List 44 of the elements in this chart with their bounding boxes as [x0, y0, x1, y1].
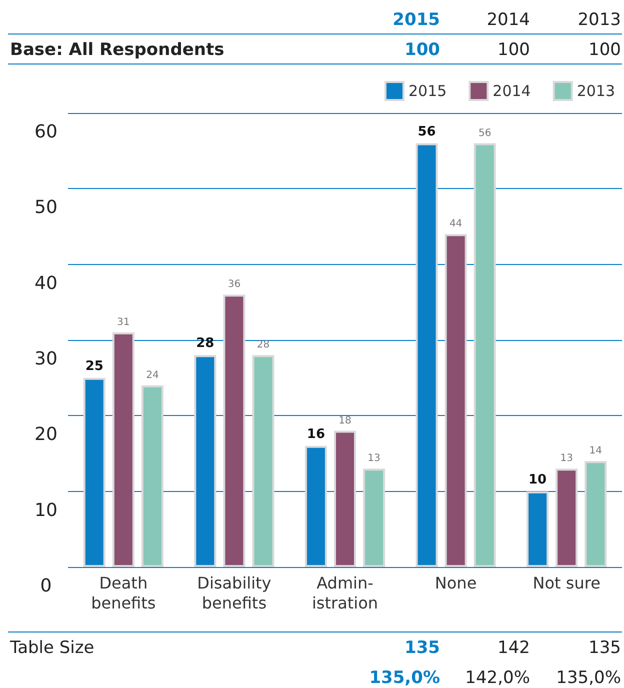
y-tick-label: 60 — [34, 122, 58, 142]
data-label: 18 — [338, 415, 352, 426]
text: Table Size — [9, 638, 94, 658]
x-tick-label: None — [434, 574, 477, 592]
text: Base: All Respondents — [10, 40, 224, 60]
x-tick-label: Admin- istration — [312, 574, 378, 612]
text: 142,0% — [465, 668, 530, 688]
legend-label: 2015 — [408, 82, 447, 100]
data-label: 10 — [528, 472, 547, 488]
data-label: 28 — [256, 340, 270, 351]
data-label: 36 — [228, 279, 241, 290]
text: 135,0% — [369, 668, 440, 688]
y-tick-label: 50 — [34, 197, 58, 218]
data-label: 31 — [117, 316, 130, 328]
text: 100 — [588, 40, 621, 60]
text: 2013 — [578, 10, 621, 30]
legend-label: 2014 — [492, 82, 531, 100]
legend-label: 2013 — [576, 82, 616, 100]
data-label: 13 — [368, 453, 380, 464]
data-label: 44 — [449, 218, 462, 230]
y-tick-label: 30 — [34, 348, 58, 370]
text: 135 — [588, 638, 621, 658]
data-label: 56 — [478, 128, 492, 139]
text: 135,0% — [556, 668, 621, 688]
data-label: 14 — [589, 446, 602, 457]
data-label: 28 — [196, 336, 214, 352]
data-label: 56 — [418, 124, 436, 140]
x-tick-label: Disability benefits — [197, 574, 272, 612]
y-tick-label: 20 — [34, 424, 58, 446]
text: 135 — [404, 638, 440, 658]
data-label: 16 — [306, 426, 326, 442]
text: 2014 — [486, 10, 530, 30]
y-tick-label: 10 — [34, 500, 58, 521]
y-tick-label: 40 — [34, 272, 58, 294]
x-tick-label: Death benefits — [91, 574, 156, 612]
data-label: 13 — [560, 453, 573, 464]
text: 100 — [404, 40, 440, 60]
text: 142 — [498, 638, 530, 658]
data-label: 24 — [146, 370, 159, 381]
x-tick-label: Not sure — [532, 574, 600, 592]
text: 100 — [498, 40, 530, 60]
data-label: 25 — [85, 358, 104, 374]
text: 2015 — [392, 10, 440, 30]
y-tick-label: 0 — [40, 576, 52, 596]
